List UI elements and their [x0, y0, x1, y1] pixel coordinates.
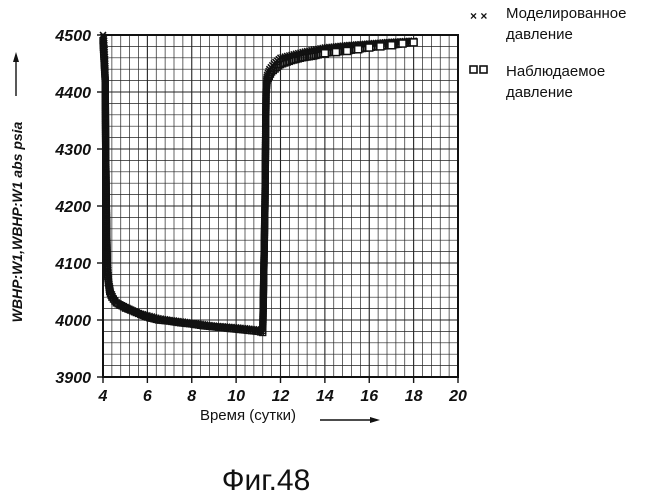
- x-axis-arrow: [320, 417, 380, 423]
- x-tick-label: 10: [227, 388, 245, 405]
- x-tick-label: 16: [360, 388, 378, 405]
- y-tick-label: 4200: [54, 199, 91, 216]
- y-tick-label: 4500: [54, 28, 91, 45]
- legend-item-observed-line1: Наблюдаемое: [506, 63, 605, 80]
- y-axis-title: WBHP:W1,WBHP:W1 abs psia: [9, 121, 25, 322]
- x-axis-label: Время (сутки): [200, 407, 296, 424]
- observed-point: [321, 50, 328, 57]
- axis-ticks: 4 6 8 10 12 14 16 18 20 3900 4000 4100 4200 4300 4400 4…: [54, 28, 467, 405]
- observed-point: [355, 46, 362, 53]
- x-tick-label: 12: [272, 388, 290, 405]
- legend-item-observed-line2: давление: [506, 84, 573, 101]
- x-tick-label: 8: [187, 388, 196, 405]
- observed-point: [377, 43, 384, 50]
- svg-text:× ×: × ×: [470, 9, 487, 23]
- observed-point: [399, 40, 406, 47]
- x-tick-label: 20: [448, 388, 467, 405]
- observed-point: [388, 42, 395, 49]
- legend: × × Моделированное давление Наблюдаемое …: [470, 5, 626, 101]
- observed-point: [410, 39, 417, 46]
- y-tick-label: 4100: [54, 256, 91, 273]
- plot-grid: [103, 35, 458, 377]
- y-tick-label: 4000: [54, 313, 91, 330]
- legend-item-modeled-line2: давление: [506, 26, 573, 43]
- y-axis-label: WBHP:W1,WBHP:W1 abs psia: [9, 121, 25, 322]
- y-axis-arrow: [13, 52, 19, 96]
- figure-caption: Фиг.48: [222, 464, 311, 497]
- x-tick-label: 4: [98, 388, 108, 405]
- y-tick-label: 4300: [54, 142, 91, 159]
- observed-point: [366, 44, 373, 51]
- x-tick-label: 14: [316, 388, 334, 405]
- legend-marker-modeled: × ×: [470, 9, 487, 23]
- y-tick-label: 3900: [55, 370, 91, 387]
- y-tick-label: 4400: [54, 85, 91, 102]
- x-tick-label: 6: [143, 388, 152, 405]
- legend-marker-observed: [470, 66, 487, 73]
- observed-point: [344, 47, 351, 54]
- observed-point: [332, 49, 339, 56]
- legend-item-modeled-line1: Моделированное: [506, 5, 626, 22]
- x-tick-label: 18: [405, 388, 423, 405]
